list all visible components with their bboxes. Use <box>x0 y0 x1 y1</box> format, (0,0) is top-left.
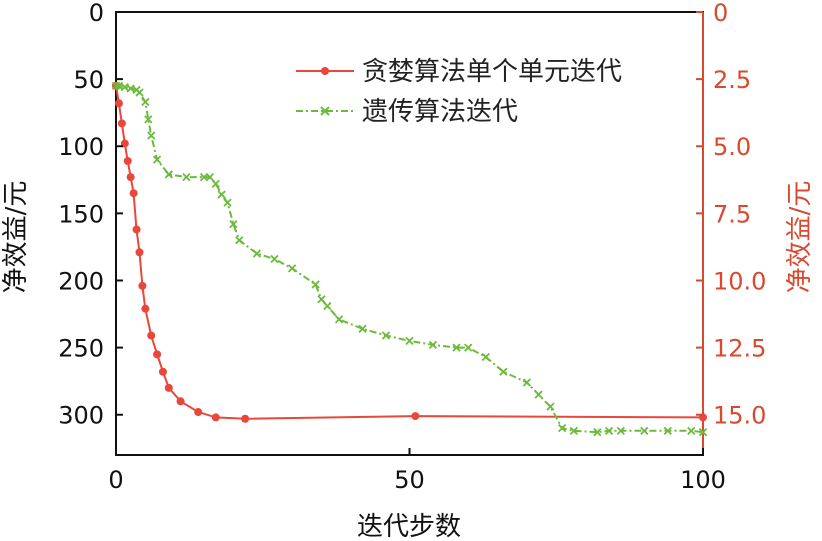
series-0-point-7 <box>132 225 141 234</box>
legend: 贪婪算法单个单元迭代 遗传算法迭代 <box>296 57 622 127</box>
series-0-point-8 <box>135 248 144 257</box>
series-0-point-19 <box>411 412 420 421</box>
series-0-point-13 <box>158 367 167 376</box>
series-1-point-23 <box>317 295 326 304</box>
series-1-point-14 <box>211 179 220 188</box>
series-1-point-42 <box>640 426 649 435</box>
series-1-point-18 <box>235 236 244 245</box>
series-1-point-44 <box>687 426 696 435</box>
series-1-point-13 <box>205 172 215 182</box>
series-0-point-15 <box>176 397 185 406</box>
series-1-point-2 <box>120 83 129 92</box>
y-left-tick-label-4: 200 <box>58 267 104 295</box>
series-0-point-6 <box>129 189 138 198</box>
series-1-point-33 <box>499 367 508 376</box>
series-1-point-37 <box>557 424 567 433</box>
series-line-0 <box>115 85 704 420</box>
series-1-point-29 <box>428 340 438 350</box>
series-1-point-43 <box>663 426 672 435</box>
y-right-tick-label-4: 10.0 <box>713 267 766 295</box>
y-left-tick-label-5: 250 <box>58 335 104 363</box>
y-left-tick-label-1: 50 <box>73 66 104 94</box>
y-axis-label-left: 净效益/元 <box>1 181 31 294</box>
series-1-point-27 <box>381 331 391 340</box>
series-line-1 <box>116 84 704 434</box>
x-axis-label: 迭代步数 <box>357 512 461 541</box>
series-1-point-32 <box>481 352 490 362</box>
y-left-tick-label-6: 300 <box>58 402 104 430</box>
series-1-point-17 <box>229 219 238 229</box>
series-1-point-39 <box>593 428 602 437</box>
series-1-point-36 <box>546 402 555 411</box>
series-1-point-41 <box>616 426 625 435</box>
series-1-point-15 <box>217 190 226 199</box>
legend-label-genetic: 遗传算法迭代 <box>362 97 518 127</box>
series-1-point-26 <box>358 324 367 333</box>
series-1-point-16 <box>223 198 232 207</box>
ticks-layer: 0 50 100 0 50 100 150 200 250 300 0 2.5 5.0 7.5 10.0 12… <box>58 0 766 494</box>
x-tick-label-0: 0 <box>108 466 123 494</box>
series-1-point-40 <box>604 426 614 435</box>
legend-marker-greedy <box>321 67 329 75</box>
series-1-point-7 <box>144 115 153 124</box>
series-1-point-28 <box>405 336 414 346</box>
series-0-point-14 <box>164 383 173 392</box>
y-right-tick-label-0: 0 <box>713 0 728 27</box>
series-1-point-6 <box>141 97 150 107</box>
series-0-point-2 <box>117 119 126 128</box>
series-0-point-5 <box>126 173 135 182</box>
series-1-point-21 <box>287 264 297 273</box>
series-0-point-17 <box>211 413 220 422</box>
series-1-point-1 <box>114 81 124 90</box>
series-1-point-11 <box>182 172 191 182</box>
series-1-point-19 <box>252 249 262 258</box>
series-0-point-16 <box>194 408 203 417</box>
series-1-point-35 <box>534 390 543 399</box>
series-1-point-31 <box>464 343 473 352</box>
series-0-point-11 <box>147 331 156 340</box>
y-right-tick-label-3: 7.5 <box>713 200 751 228</box>
series-1-point-8 <box>147 131 156 140</box>
y-left-tick-label-3: 150 <box>58 200 104 228</box>
x-tick-label-2: 100 <box>680 466 726 494</box>
series-0-point-10 <box>141 304 150 313</box>
series-1-point-24 <box>323 301 332 311</box>
y-right-tick-label-2: 5.0 <box>713 133 751 161</box>
series-0-point-1 <box>114 99 123 108</box>
series-1-point-3 <box>126 84 135 93</box>
y-axis-label-right: 净效益/元 <box>785 181 815 294</box>
series-0-point-12 <box>153 350 162 359</box>
y-right-tick-label-5: 12.5 <box>713 335 766 363</box>
y-left-tick-label-2: 100 <box>58 133 104 161</box>
series-1-point-22 <box>311 280 320 289</box>
series-1-point-0 <box>111 81 121 90</box>
series-0-point-4 <box>123 157 132 166</box>
series-0-point-9 <box>138 281 147 290</box>
series-1-point-30 <box>452 343 461 352</box>
x-tick-label-1: 50 <box>394 466 425 494</box>
series-1-point-20 <box>270 254 279 264</box>
series-1-point-25 <box>334 315 344 324</box>
series-layer <box>111 81 708 437</box>
series-1-point-9 <box>152 155 162 164</box>
series-0-point-18 <box>241 414 250 423</box>
series-1-point-34 <box>522 378 532 387</box>
y-left-tick-label-0: 0 <box>89 0 104 27</box>
legend-label-greedy: 贪婪算法单个单元迭代 <box>362 57 622 87</box>
y-right-tick-label-6: 15.0 <box>713 402 766 430</box>
series-1-point-45 <box>698 428 708 437</box>
series-1-point-10 <box>164 170 173 179</box>
y-right-tick-label-1: 2.5 <box>713 66 751 94</box>
series-1-point-5 <box>135 88 144 97</box>
legend-marker-genetic <box>320 106 330 116</box>
series-1-point-38 <box>569 426 578 435</box>
